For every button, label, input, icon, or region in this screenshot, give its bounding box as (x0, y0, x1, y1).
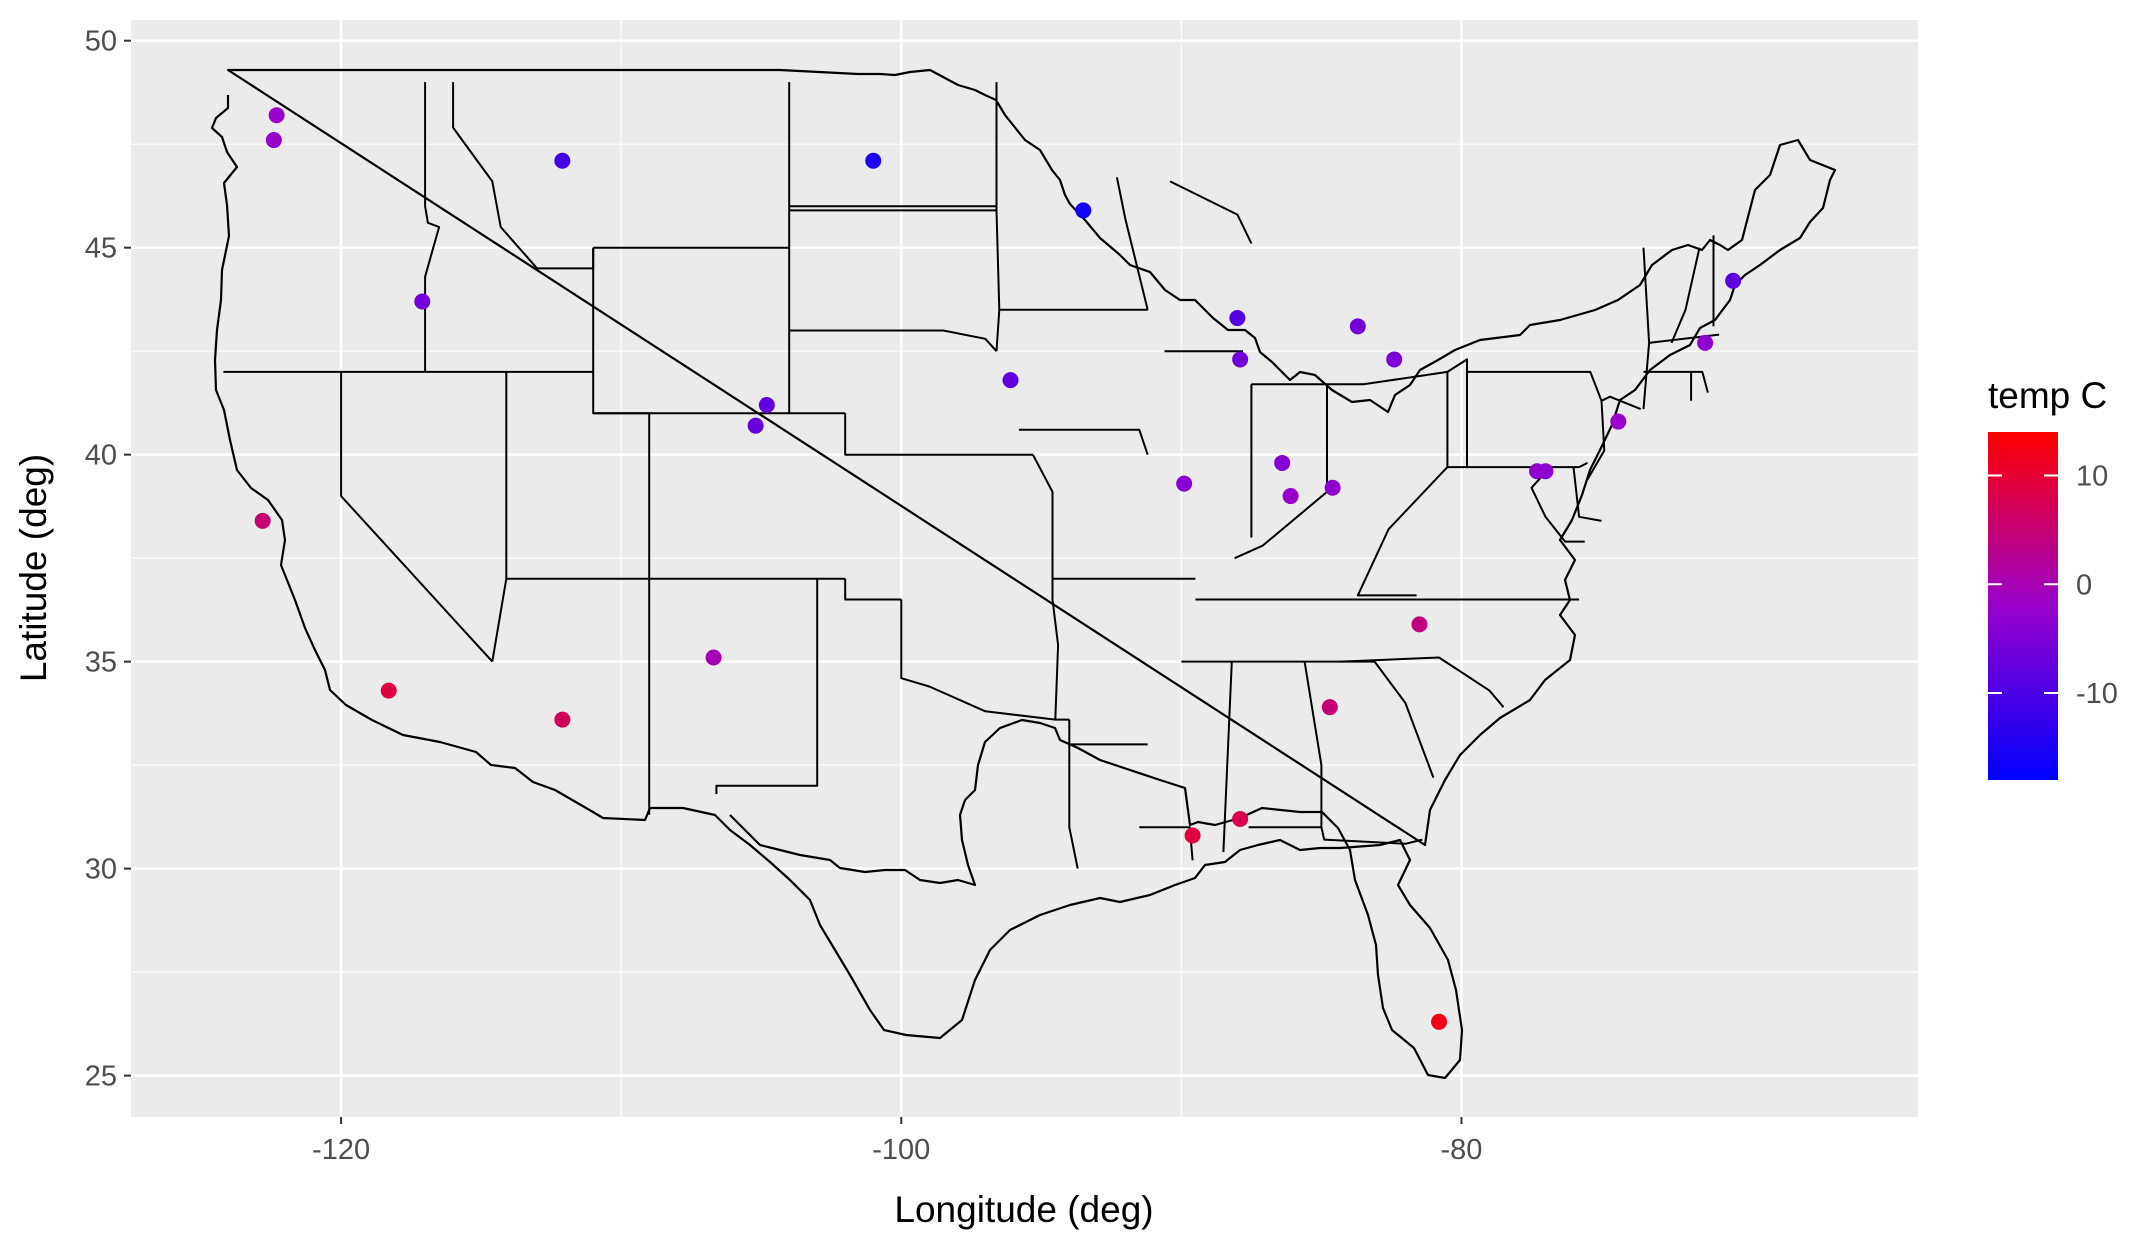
us-state-boundaries-map (210, 68, 1837, 1080)
minor-gridlines (131, 20, 1918, 1117)
station-point (380, 682, 397, 699)
state-border (1248, 661, 1323, 829)
x-tick-label: -120 (312, 1134, 370, 1166)
station-point (1176, 475, 1193, 492)
state-border (1691, 370, 1709, 393)
y-tick-label: 45 (85, 233, 117, 265)
x-tick-label: -100 (872, 1134, 930, 1166)
legend-title: temp C (1988, 375, 2107, 416)
colorbar (1988, 432, 2058, 780)
station-point (1610, 413, 1627, 430)
station-point (1349, 318, 1366, 335)
station-point (1274, 454, 1291, 471)
station-point (1184, 827, 1201, 844)
y-tick-labels: 25 30 35 40 45 50 (85, 26, 117, 1093)
station-point (1232, 351, 1249, 368)
state-border (1373, 661, 1435, 778)
y-tick-label: 25 (85, 1061, 117, 1093)
state-border-lines (223, 82, 1720, 869)
state-border (1222, 661, 1233, 853)
state-border (1018, 428, 1149, 456)
station-point (705, 649, 722, 666)
state-border (1586, 400, 1606, 481)
station-point (758, 396, 775, 413)
state-border (844, 578, 902, 601)
station-point (268, 107, 285, 124)
station-point (414, 293, 431, 310)
y-tick-label: 30 (85, 854, 117, 886)
state-border (1320, 826, 1423, 845)
station-point (1229, 310, 1246, 327)
y-tick-label: 40 (85, 440, 117, 472)
state-border (1251, 370, 1448, 386)
station-point (254, 512, 271, 529)
us-outline (210, 68, 1837, 1080)
y-tick-label: 50 (85, 26, 117, 58)
station-point (1232, 810, 1249, 827)
color-legend: temp C 10 0 -10 (1988, 375, 2118, 780)
state-border (1340, 656, 1505, 708)
state-border (844, 413, 1033, 456)
state-border (1356, 371, 1449, 597)
station-point (1725, 272, 1742, 289)
state-border (995, 82, 1001, 352)
y-axis-title: Latitude (deg) (13, 454, 54, 682)
state-border (1032, 454, 1196, 580)
state-border (1446, 358, 1642, 411)
data-points (254, 107, 1742, 1030)
station-point (865, 152, 882, 169)
state-border (1169, 180, 1253, 244)
station-point (1324, 479, 1341, 496)
plot-background (131, 20, 1918, 1117)
station-point (1075, 202, 1092, 219)
colorbar-tick-label: -10 (2076, 678, 2118, 710)
state-border (1530, 474, 1585, 543)
state-border (1447, 462, 1588, 469)
state-border (340, 371, 494, 663)
colorbar-tick-label: 0 (2076, 569, 2092, 601)
state-border (1139, 826, 1194, 861)
state-border (1572, 466, 1602, 522)
state-border (1115, 177, 1149, 311)
station-point (1321, 699, 1338, 716)
station-point (747, 417, 764, 434)
colorbar-ticks: 10 0 -10 (1988, 461, 2118, 710)
station-point (1411, 616, 1428, 633)
station-point (1282, 488, 1299, 505)
x-tick-labels: -120 -100 -80 (312, 1134, 1482, 1166)
station-point (265, 132, 282, 149)
station-point (1697, 334, 1714, 351)
state-border (1051, 578, 1060, 720)
state-border (1068, 744, 1079, 869)
colorbar-tick-label: 10 (2076, 461, 2108, 493)
station-point (1386, 351, 1403, 368)
state-border (789, 329, 998, 352)
y-tick-label: 35 (85, 647, 117, 679)
x-tick-label: -80 (1440, 1134, 1482, 1166)
axis-ticks (124, 39, 1463, 1124)
state-border (900, 599, 1070, 721)
station-point (554, 711, 571, 728)
state-border (1670, 247, 1701, 344)
station-point (1431, 1013, 1448, 1030)
station-point (1002, 372, 1019, 389)
station-point (1537, 463, 1554, 480)
x-axis-title: Longitude (deg) (894, 1189, 1153, 1230)
station-point (554, 152, 571, 169)
state-border (424, 82, 441, 372)
state-border (715, 578, 819, 795)
state-border (593, 412, 651, 815)
state-border (1234, 384, 1328, 560)
